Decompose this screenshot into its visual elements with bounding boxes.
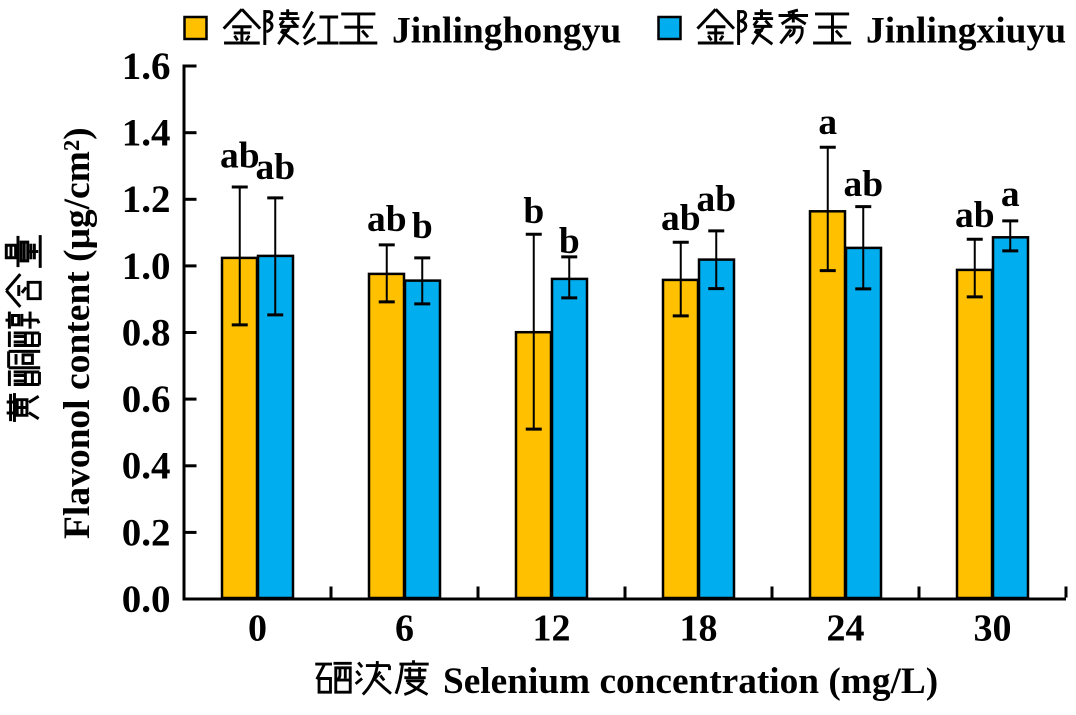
svg-text:1.6: 1.6 (122, 45, 171, 88)
svg-text:0.2: 0.2 (122, 511, 171, 554)
svg-text:ab: ab (367, 199, 407, 240)
svg-text:1.4: 1.4 (122, 112, 171, 155)
svg-text:30: 30 (974, 608, 1012, 650)
svg-text:ab: ab (696, 179, 736, 220)
svg-text:0.8: 0.8 (122, 311, 171, 354)
svg-text:b: b (559, 221, 580, 262)
svg-text:Selenium concentration (mg/L): Selenium concentration (mg/L) (443, 661, 938, 702)
svg-text:0: 0 (248, 608, 267, 650)
svg-text:b: b (412, 206, 433, 247)
svg-text:24: 24 (827, 608, 865, 650)
svg-text:12: 12 (533, 608, 571, 650)
svg-text:Jinlinghongyu: Jinlinghongyu (392, 11, 621, 52)
svg-text:0.4: 0.4 (122, 445, 171, 488)
svg-text:ab: ab (955, 195, 995, 236)
svg-text:a: a (818, 102, 837, 143)
svg-text:ab: ab (220, 136, 260, 177)
svg-text:b: b (523, 191, 544, 232)
svg-text:0.0: 0.0 (122, 578, 171, 621)
svg-text:Jinlingxiuyu: Jinlingxiuyu (866, 11, 1066, 52)
svg-text:18: 18 (680, 608, 718, 650)
svg-text:0.6: 0.6 (122, 378, 171, 421)
svg-text:1.0: 1.0 (122, 245, 171, 288)
svg-text:ab: ab (661, 198, 701, 239)
svg-text:a: a (1001, 174, 1020, 215)
svg-text:ab: ab (843, 164, 883, 205)
svg-text:6: 6 (395, 608, 414, 650)
svg-text:ab: ab (255, 147, 295, 188)
svg-text:Flavonol content (μg/cm²): Flavonol content (μg/cm²) (57, 127, 98, 539)
svg-text:1.2: 1.2 (122, 178, 171, 221)
